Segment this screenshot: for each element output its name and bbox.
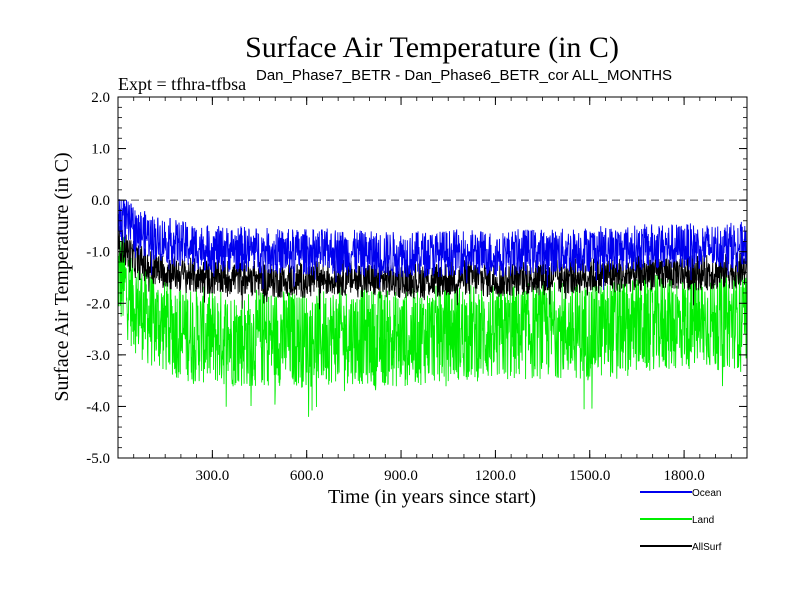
legend-label-allsurf: AllSurf [692, 542, 722, 553]
y-tick-label: -2.0 [86, 296, 110, 312]
y-tick-label: 2.0 [91, 90, 110, 106]
series-line-ocean [117, 199, 748, 291]
y-axis: 2.0 1.0 0.0 -1.0 -2.0 -3.0 -4.0 -5.0 [86, 90, 747, 467]
legend-label-land: Land [692, 515, 714, 526]
y-tick-label: 1.0 [91, 142, 110, 158]
y-tick-label: -1.0 [86, 245, 110, 261]
legend-label-ocean: Ocean [692, 488, 721, 499]
y-tick-label: -3.0 [86, 348, 110, 364]
x-tick-label: 900.0 [384, 468, 418, 484]
x-tick-label: 1500.0 [569, 468, 610, 484]
expt-label: Expt = tfhra-tfbsa [118, 74, 246, 94]
legend: Ocean Land AllSurf [640, 488, 722, 553]
y-axis-label: Surface Air Temperature (in C) [51, 152, 73, 401]
y-tick-label: 0.0 [91, 193, 110, 209]
x-tick-label: 1200.0 [475, 468, 516, 484]
chart-title: Surface Air Temperature (in C) [245, 31, 619, 64]
y-tick-label: -5.0 [86, 451, 110, 467]
plot-area [117, 199, 748, 417]
y-tick-label: -4.0 [86, 399, 110, 415]
x-axis-label: Time (in years since start) [328, 486, 536, 508]
x-tick-label: 600.0 [290, 468, 324, 484]
series-line-allsurf [117, 226, 748, 310]
x-axis: 300.0 600.0 900.0 1200.0 1500.0 1800.0 [133, 97, 732, 484]
x-tick-label: 1800.0 [663, 468, 704, 484]
chart-subtitle: Dan_Phase7_BETR - Dan_Phase6_BETR_cor AL… [256, 67, 672, 84]
series-line-land [117, 237, 748, 417]
x-tick-label: 300.0 [195, 468, 229, 484]
